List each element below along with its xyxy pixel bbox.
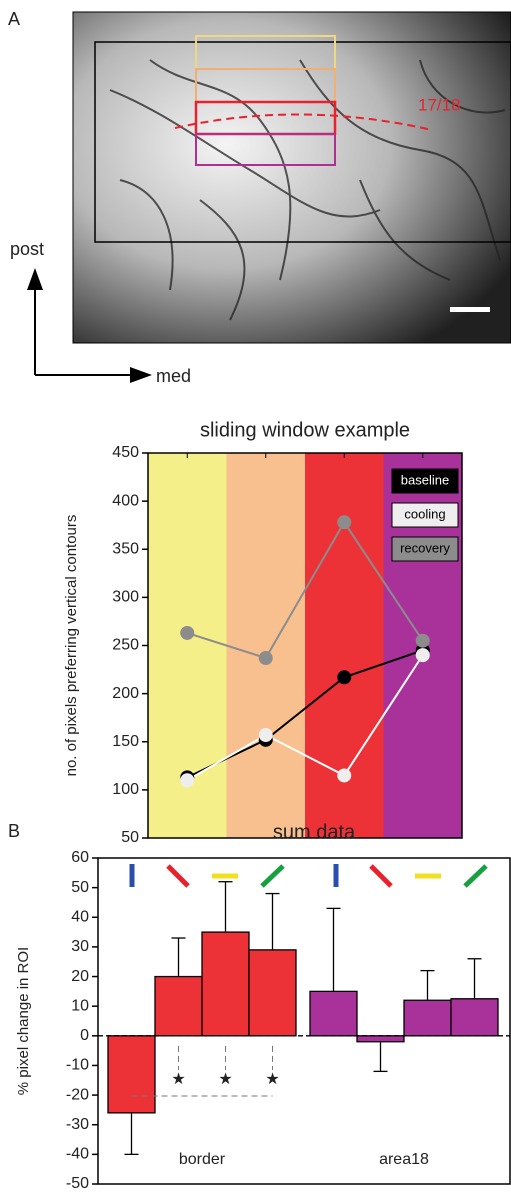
y-tick-label: 50 (71, 879, 89, 896)
bar (403, 999, 452, 1037)
series-line (186, 654, 424, 782)
legend-label: recovery (400, 540, 450, 555)
y-axis-label: % pixel change in ROI (15, 947, 32, 1095)
area-boundary (174, 113, 433, 131)
panel-label: B (8, 821, 20, 841)
data-point (180, 625, 195, 640)
y-tick-label: 300 (112, 589, 139, 606)
roi (195, 133, 336, 166)
y-tick-label: 20 (71, 968, 89, 985)
window-band (226, 453, 305, 838)
bar (356, 1035, 405, 1043)
significance-star: ★ (171, 1071, 185, 1088)
significance-star: ★ (218, 1071, 232, 1088)
y-tick-label: 450 (112, 444, 139, 461)
series-line (186, 520, 424, 660)
data-point (337, 768, 352, 783)
axis-label: post (10, 239, 44, 259)
data-point (415, 633, 430, 648)
chart-title: sum data (273, 821, 356, 843)
bar (201, 931, 250, 1037)
cortex-image (72, 11, 511, 344)
bar (154, 975, 203, 1037)
data-point (415, 648, 430, 663)
y-tick-label: -20 (66, 1086, 89, 1103)
orientation-icons (129, 864, 488, 888)
legend-label: cooling (404, 506, 445, 521)
boundary-label: 17/18 (418, 95, 461, 114)
data-point (337, 670, 352, 685)
data-point (337, 515, 352, 530)
y-tick-label: 250 (112, 637, 139, 654)
y-tick-label: 200 (112, 685, 139, 702)
y-tick-label: 400 (112, 492, 139, 509)
y-tick-label: 50 (121, 829, 139, 846)
bar (107, 1035, 156, 1114)
orientation-arrows (34, 285, 135, 376)
y-tick-label: -50 (66, 1175, 89, 1192)
bar (248, 949, 297, 1037)
axis-label: med (156, 366, 191, 386)
y-tick-label: 30 (71, 938, 89, 955)
data-point (258, 651, 273, 666)
scale-bar (450, 307, 490, 312)
legend-label: baseline (401, 472, 449, 487)
data-point (258, 728, 273, 743)
legend-swatch (391, 536, 459, 562)
y-tick-label: 0 (80, 1027, 89, 1044)
plot-frame (147, 452, 463, 839)
y-tick-label: 40 (71, 908, 89, 925)
group-label: border (179, 1151, 226, 1168)
panel-label: A (8, 9, 20, 29)
y-tick-label: -40 (66, 1146, 89, 1163)
y-tick-label: 60 (71, 849, 89, 866)
arrow-heads (27, 268, 152, 383)
significance-star: ★ (265, 1071, 279, 1088)
plot-frame (97, 857, 511, 1185)
imaging-window (94, 41, 511, 243)
y-tick-label: 150 (112, 733, 139, 750)
y-tick-label: -10 (66, 1057, 89, 1074)
y-tick-label: 10 (71, 997, 89, 1014)
bar (450, 998, 499, 1037)
bar (309, 990, 358, 1037)
data-point (180, 773, 195, 788)
y-tick-label: -30 (66, 1116, 89, 1133)
legend-swatch (391, 502, 459, 528)
group-label: area18 (379, 1151, 429, 1168)
y-tick-label: 350 (112, 540, 139, 557)
y-tick-label: 100 (112, 781, 139, 798)
legend-swatch (391, 468, 459, 494)
y-axis-label: no. of pixels preferring vertical contou… (63, 515, 80, 777)
chart-title: sliding window example (200, 419, 410, 441)
